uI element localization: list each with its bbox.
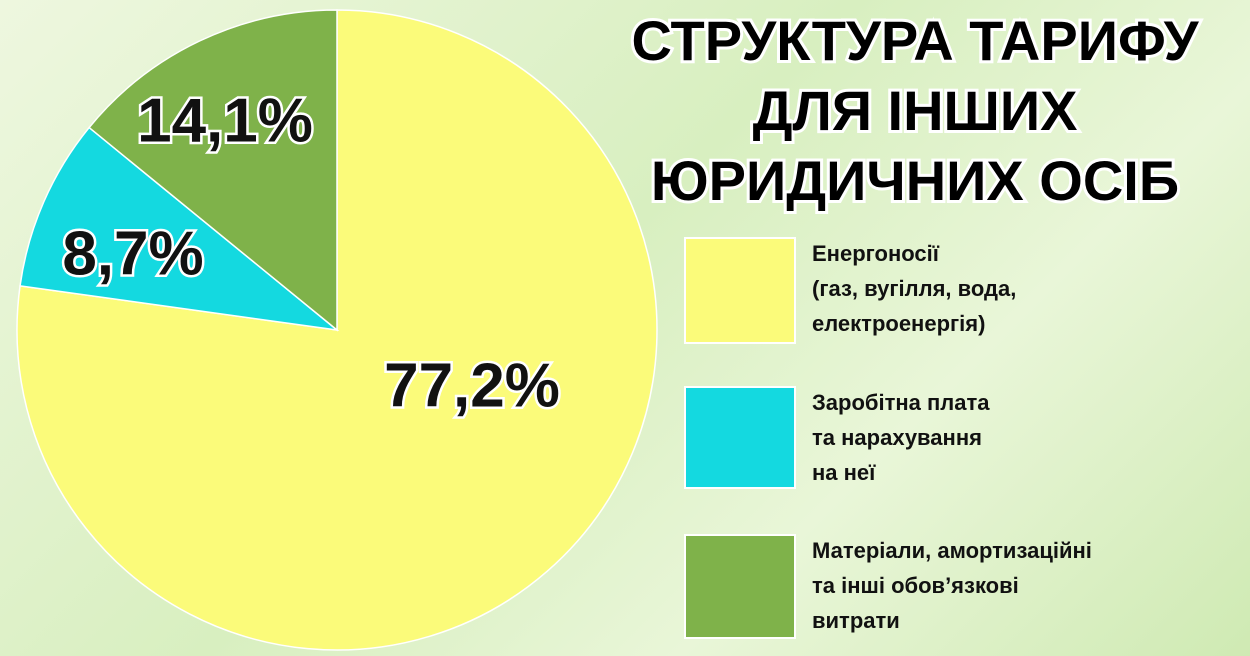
- legend-swatch: [684, 534, 796, 639]
- legend-label: на неї: [812, 460, 876, 485]
- legend-label: Енергоносії: [812, 241, 940, 266]
- value-label: 14,1%: [137, 86, 313, 155]
- pie-slice: [88, 9, 338, 332]
- chart-title: ЮРИДИЧНИХ ОСІБ: [651, 149, 1179, 212]
- legend-label: Матеріали, амортизаційні: [812, 538, 1092, 563]
- chart-title: СТРУКТУРА ТАРИФУ: [632, 9, 1200, 72]
- legend-label: електроенергія): [812, 311, 985, 336]
- value-label: 8,7%: [62, 219, 203, 288]
- legend-label: (газ, вугілля, вода,: [812, 276, 1016, 301]
- legend-label: та інші обов’язкові: [812, 573, 1019, 598]
- value-label: 77,2%: [384, 351, 560, 420]
- legend-swatch: [684, 386, 796, 489]
- pie-slice: [19, 126, 340, 332]
- chart-title: ДЛЯ ІНШИХ: [753, 79, 1078, 142]
- legend-label: та нарахування: [812, 425, 982, 450]
- legend-label: витрати: [812, 608, 900, 633]
- legend-label: Заробітна плата: [812, 390, 990, 415]
- legend-swatch: [684, 237, 796, 344]
